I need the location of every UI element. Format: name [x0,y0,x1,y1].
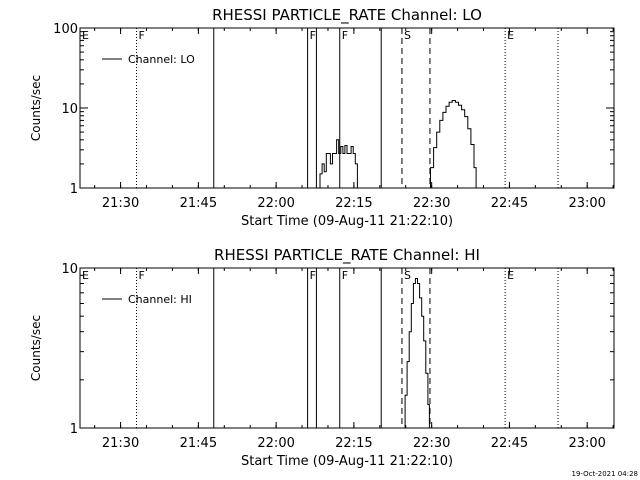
chart-hi-channel: RHESSI PARTICLE_RATE Channel: HI Start Ti… [29,246,615,469]
x-tick-label: 21:45 [180,436,217,451]
x-tick-label: 21:45 [180,196,217,211]
x-tick-label: 22:45 [491,196,528,211]
event-marker-label: F [310,269,316,282]
x-tick-label: 23:00 [568,196,605,211]
y-tick-label: 10 [61,102,78,117]
event-marker-label: F [139,29,145,42]
x-tick-label: 22:30 [413,436,450,451]
event-marker-label: E [507,269,514,282]
x-tick-label: 23:00 [568,436,605,451]
series-line-1-0 [403,278,430,429]
event-marker-label: F [342,269,348,282]
y-tick-label: 1 [70,182,78,197]
event-marker-label: S [404,269,411,282]
x-tick-label: 22:15 [335,436,372,451]
legend-label: Channel: HI [128,293,192,306]
event-marker-label: F [310,29,316,42]
event-marker-label: E [82,269,89,282]
y-tick-label: 100 [53,22,78,37]
x-tick-label: 22:00 [257,196,294,211]
series-line-0-1 [427,100,477,189]
x-tick-label: 22:00 [257,436,294,451]
x-tick-label: 22:30 [413,196,450,211]
series-line-0-0 [318,139,358,189]
y-tick-label: 10 [61,262,78,277]
chart-title: RHESSI PARTICLE_RATE Channel: LO [212,6,482,25]
event-marker-label: E [82,29,89,42]
event-marker-label: F [139,269,145,282]
x-tick-label: 21:30 [102,196,139,211]
x-tick-label: 21:30 [102,436,139,451]
x-tick-label: 22:45 [491,436,528,451]
plot-frame [79,267,615,429]
plot-frame [79,27,615,189]
x-axis-label: Start Time (09-Aug-11 21:22:10) [241,214,453,229]
event-marker-label: S [404,29,411,42]
x-axis-label: Start Time (09-Aug-11 21:22:10) [241,454,453,469]
footer-timestamp: 19-Oct-2021 04:28 [572,470,638,478]
y-tick-label: 1 [70,422,78,437]
y-axis-label: Counts/sec [29,75,43,141]
event-marker-label: F [342,29,348,42]
x-tick-label: 22:15 [335,196,372,211]
event-marker-label: E [507,29,514,42]
chart-title: RHESSI PARTICLE_RATE Channel: HI [214,246,480,265]
chart-lo-channel: RHESSI PARTICLE_RATE Channel: LO Start Ti… [29,6,615,229]
y-axis-label: Counts/sec [29,315,43,381]
legend-label: Channel: LO [128,53,195,66]
